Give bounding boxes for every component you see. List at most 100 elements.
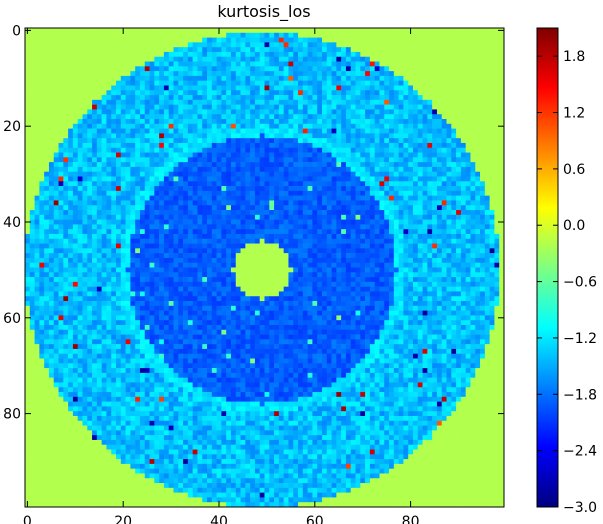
heatmap-cell [139, 210, 146, 216]
heatmap-cell [207, 138, 213, 144]
heatmap-cell [278, 104, 284, 110]
heatmap-cell [92, 186, 98, 192]
heatmap-cell [63, 37, 69, 43]
heatmap-cell [68, 80, 74, 86]
heatmap-cell [154, 95, 160, 101]
heatmap-cell [183, 238, 189, 244]
heatmap-cell [384, 224, 390, 230]
heatmap-cell [436, 85, 443, 91]
heatmap-cell [283, 28, 289, 34]
heatmap-cell [235, 219, 241, 225]
heatmap-cell [178, 75, 184, 81]
heatmap-cell [412, 190, 419, 196]
heatmap-cell [111, 119, 117, 125]
heatmap-cell [499, 138, 505, 144]
heatmap-cell [168, 190, 174, 196]
heatmap-cell [283, 233, 289, 240]
heatmap-cell [25, 253, 31, 259]
heatmap-cell [230, 75, 237, 81]
heatmap-cell [178, 85, 184, 91]
heatmap-cell [168, 95, 174, 101]
heatmap-cell [341, 200, 347, 206]
heatmap-cell [120, 238, 126, 244]
heatmap-cell [480, 171, 486, 177]
heatmap-cell [326, 190, 332, 196]
heatmap-cell [475, 210, 481, 216]
heatmap-cell [144, 262, 150, 268]
heatmap-cell [389, 233, 395, 240]
heatmap-cell [230, 42, 237, 48]
heatmap-cell [259, 210, 265, 216]
heatmap-cell [398, 42, 404, 48]
heatmap-cell [106, 47, 112, 53]
heatmap-cell [106, 238, 112, 244]
heatmap-cell [283, 224, 289, 230]
heatmap-cell [278, 186, 284, 192]
heatmap-cell [384, 128, 390, 134]
heatmap-cell [436, 75, 443, 81]
heatmap-cell [293, 99, 299, 105]
heatmap-cell [494, 224, 500, 230]
heatmap-cell [183, 214, 189, 220]
heatmap-cell [283, 171, 289, 177]
heatmap-cell [307, 51, 313, 58]
heatmap-cell [58, 37, 64, 43]
heatmap-cell [317, 210, 323, 216]
heatmap-cell [398, 28, 404, 34]
heatmap-cell [489, 157, 495, 163]
heatmap-cell [374, 195, 380, 201]
heatmap-cell [312, 157, 318, 163]
heatmap-cell [412, 152, 419, 158]
heatmap-cell [331, 262, 337, 268]
heatmap-cell [163, 109, 169, 115]
heatmap-cell [451, 229, 457, 235]
heatmap-cell [446, 224, 452, 230]
heatmap-cell [39, 157, 45, 163]
heatmap-cell [393, 80, 399, 86]
heatmap-cell [264, 99, 270, 105]
heatmap-cell [326, 171, 332, 177]
heatmap-cell [240, 71, 246, 77]
heatmap-cell [379, 200, 385, 206]
heatmap-cell [230, 80, 237, 86]
heatmap-cell [384, 99, 390, 105]
heatmap-cell [44, 75, 50, 81]
heatmap-cell [226, 119, 232, 125]
heatmap-cell [101, 157, 107, 163]
heatmap-cell [441, 75, 447, 81]
heatmap-cell [432, 200, 438, 206]
heatmap-cell [207, 51, 213, 58]
heatmap-cell [211, 238, 217, 244]
heatmap-cell [39, 142, 45, 149]
heatmap-cell [178, 142, 184, 149]
heatmap-cell [283, 190, 289, 196]
heatmap-cell [197, 80, 203, 86]
heatmap-cell [254, 257, 261, 264]
heatmap-cell [245, 262, 251, 268]
heatmap-cell [432, 142, 438, 149]
heatmap-cell [446, 152, 452, 158]
heatmap-cell [154, 219, 160, 225]
heatmap-cell [240, 186, 246, 192]
heatmap-cell [68, 138, 74, 144]
heatmap-cell [393, 147, 399, 153]
heatmap-cell [25, 104, 31, 110]
heatmap-cell [125, 186, 131, 192]
heatmap-cell [436, 229, 443, 235]
heatmap-cell [379, 37, 385, 43]
heatmap-cell [139, 152, 146, 158]
heatmap-cell [68, 114, 74, 120]
heatmap-cell [101, 214, 107, 220]
heatmap-cell [264, 195, 270, 201]
heatmap-cell [412, 257, 419, 264]
heatmap-cell [96, 181, 102, 187]
heatmap-cell [216, 142, 222, 149]
heatmap-cell [283, 138, 289, 144]
heatmap-cell [432, 37, 438, 43]
heatmap-cell [25, 80, 31, 86]
heatmap-cell [283, 128, 289, 134]
heatmap-cell [144, 195, 150, 201]
heatmap-cell [183, 28, 189, 34]
heatmap-cell [288, 123, 294, 129]
heatmap-cell [446, 142, 452, 149]
